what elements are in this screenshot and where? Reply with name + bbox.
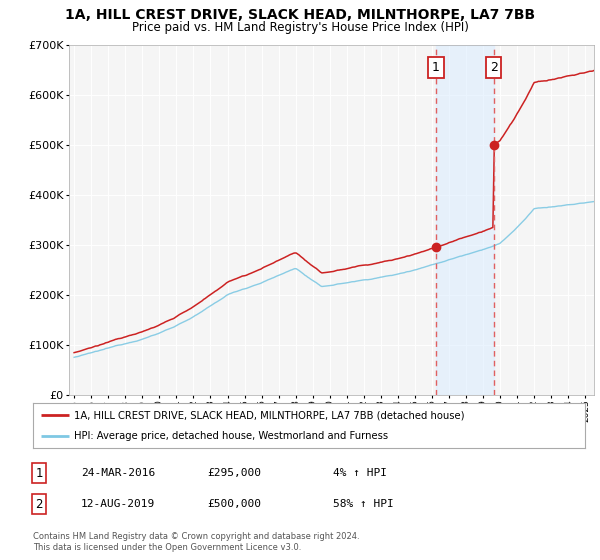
Text: £500,000: £500,000 (207, 499, 261, 509)
Text: 1A, HILL CREST DRIVE, SLACK HEAD, MILNTHORPE, LA7 7BB (detached house): 1A, HILL CREST DRIVE, SLACK HEAD, MILNTH… (74, 410, 465, 421)
Text: 1: 1 (35, 466, 43, 480)
Bar (436, 45, 494, 395)
Text: 1A, HILL CREST DRIVE, SLACK HEAD, MILNTHORPE, LA7 7BB: 1A, HILL CREST DRIVE, SLACK HEAD, MILNTH… (65, 8, 535, 22)
Text: Contains HM Land Registry data © Crown copyright and database right 2024.: Contains HM Land Registry data © Crown c… (33, 532, 359, 541)
Text: 4% ↑ HPI: 4% ↑ HPI (333, 468, 387, 478)
Text: 12-AUG-2019: 12-AUG-2019 (81, 499, 155, 509)
Text: 1: 1 (432, 61, 440, 74)
Text: 58% ↑ HPI: 58% ↑ HPI (333, 499, 394, 509)
Text: This data is licensed under the Open Government Licence v3.0.: This data is licensed under the Open Gov… (33, 543, 301, 552)
Text: Price paid vs. HM Land Registry's House Price Index (HPI): Price paid vs. HM Land Registry's House … (131, 21, 469, 34)
Text: 2: 2 (35, 497, 43, 511)
Text: 2: 2 (490, 61, 498, 74)
Text: 24-MAR-2016: 24-MAR-2016 (81, 468, 155, 478)
Text: HPI: Average price, detached house, Westmorland and Furness: HPI: Average price, detached house, West… (74, 431, 389, 441)
Text: £295,000: £295,000 (207, 468, 261, 478)
